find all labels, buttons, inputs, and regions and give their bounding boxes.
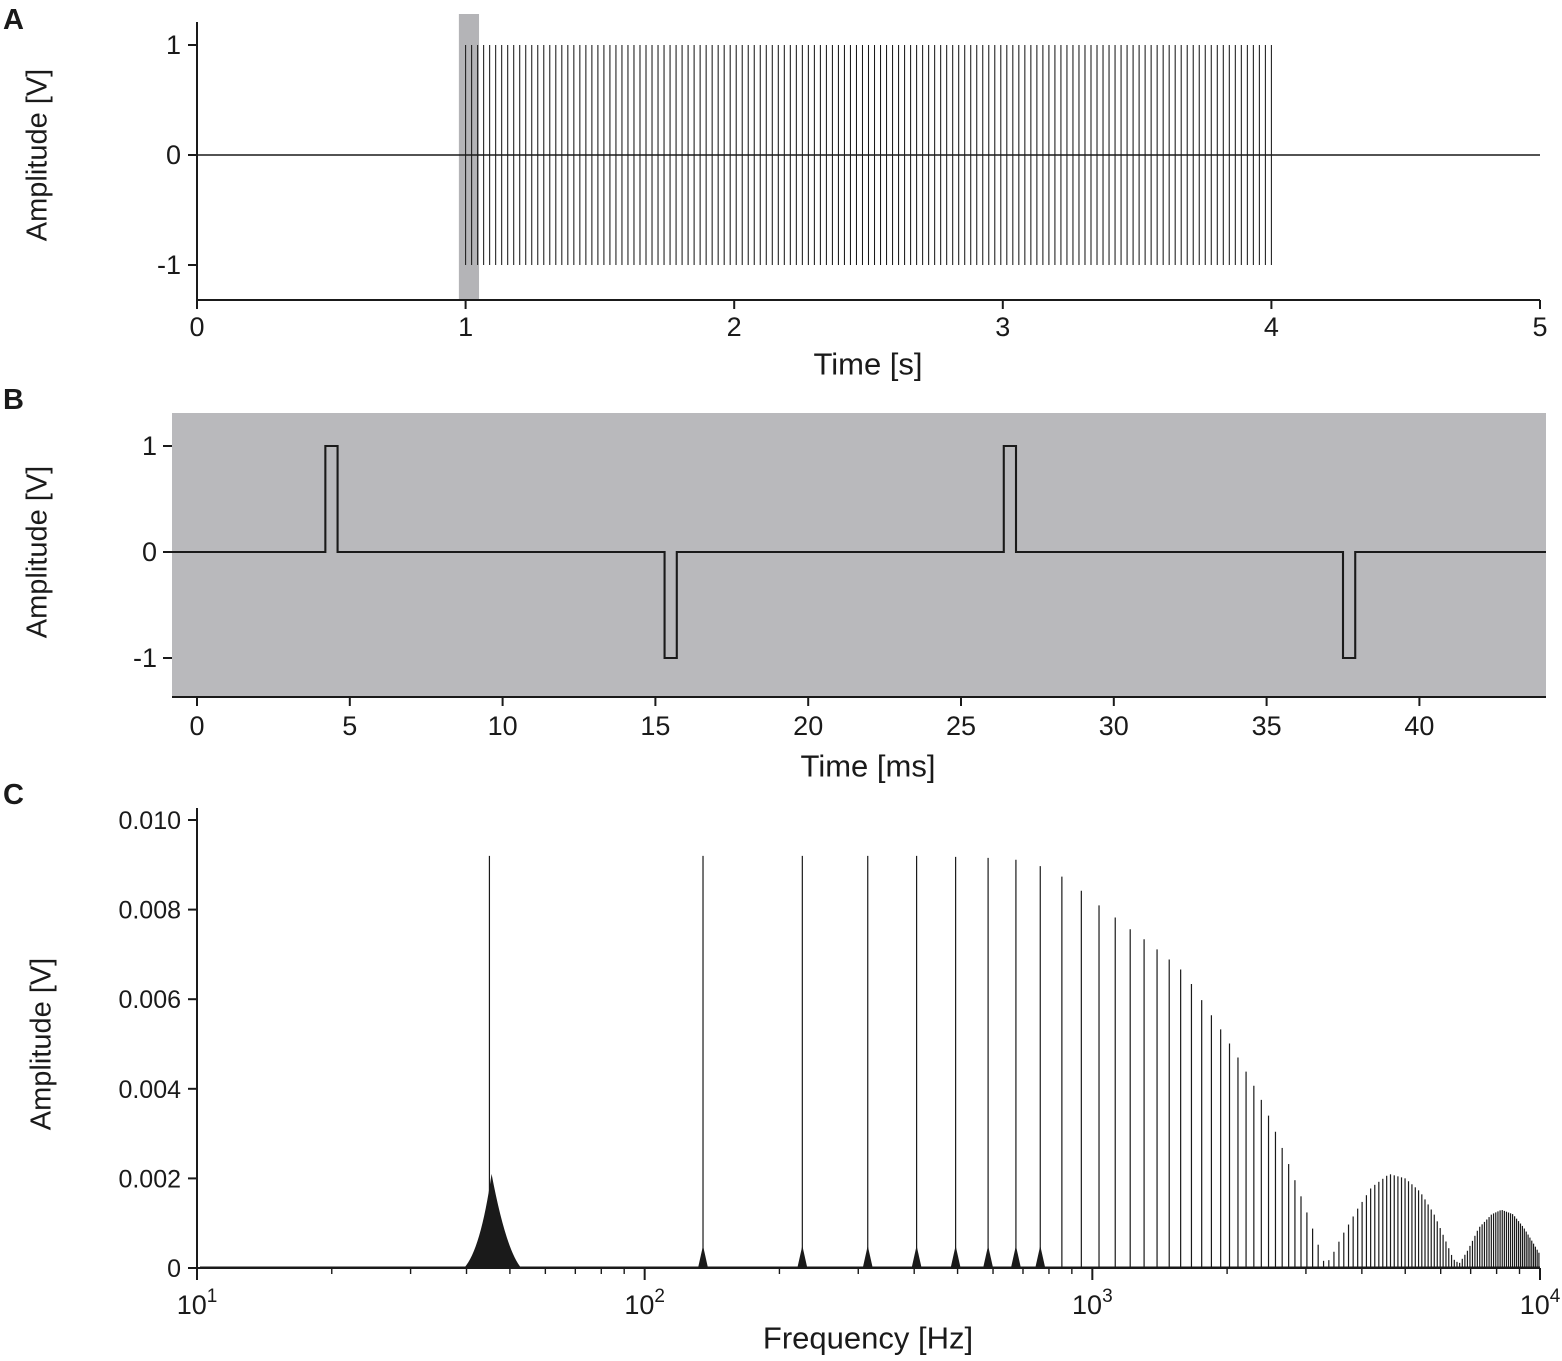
panel-a-highlight-band <box>458 14 480 300</box>
fundamental-skirt <box>464 1173 522 1268</box>
peak-base <box>862 1245 873 1268</box>
y-tick-label: 0 <box>142 537 157 567</box>
peak-base <box>950 1245 961 1268</box>
peak-base <box>698 1245 709 1268</box>
panel-c-letter: C <box>3 779 24 811</box>
x-tick-label: 101 <box>177 1286 218 1320</box>
peak-base <box>797 1245 808 1268</box>
peak-base <box>1010 1245 1021 1268</box>
panel-c-y-axis-title: Amplitude [V] <box>25 957 58 1131</box>
y-tick-label: -1 <box>133 643 157 673</box>
y-tick-label: 1 <box>142 431 157 461</box>
panel-c: 101 102 103 104 0 0.002 0.004 0.006 0.008 0.010 <box>118 807 1560 1320</box>
y-tick-label: -1 <box>157 250 181 280</box>
panel-b-background <box>172 413 1546 697</box>
x-tick-label: 0 <box>189 711 204 741</box>
y-tick-label: 0.002 <box>118 1165 181 1193</box>
panel-a-y-axis-title: Amplitude [V] <box>21 68 54 242</box>
x-tick-label: 20 <box>793 711 823 741</box>
x-tick-label: 30 <box>1099 711 1129 741</box>
y-tick-label: 0 <box>166 140 181 170</box>
x-tick-label: 2 <box>727 312 742 342</box>
panel-a-x-axis-title: Time [s] <box>813 346 923 382</box>
peak-base <box>983 1245 994 1268</box>
panel-b-signal <box>172 444 1546 660</box>
peak-base <box>911 1245 922 1268</box>
x-tick-label: 102 <box>624 1286 665 1320</box>
panel-c-x-axis-title: Frequency [Hz] <box>762 1320 974 1356</box>
x-tick-label: 3 <box>995 312 1010 342</box>
y-tick-label: 0 <box>167 1255 181 1283</box>
panel-b-y-axis-title: Amplitude [V] <box>21 465 54 639</box>
panel-b-letter: B <box>3 384 24 416</box>
panel-c-spectrum <box>488 855 1540 1267</box>
x-tick-label: 40 <box>1404 711 1434 741</box>
y-tick-label: 1 <box>166 30 181 60</box>
x-tick-label: 35 <box>1252 711 1282 741</box>
panel-a: 0 1 2 3 4 5 1 0 -1 <box>157 14 1548 342</box>
panel-b-x-axis-title: Time [ms] <box>800 748 936 784</box>
y-tick-label: 0.006 <box>118 986 181 1014</box>
x-tick-label: 10 <box>488 711 518 741</box>
panel-a-pulse-train <box>465 45 1272 265</box>
x-tick-label: 0 <box>189 312 204 342</box>
x-tick-label: 1 <box>458 312 473 342</box>
panel-a-letter: A <box>3 4 24 36</box>
y-tick-label: 0.010 <box>118 807 181 835</box>
y-tick-label: 0.008 <box>118 897 181 925</box>
x-tick-label: 25 <box>946 711 976 741</box>
x-tick-label: 15 <box>640 711 670 741</box>
peak-base <box>1035 1245 1046 1268</box>
x-tick-label: 5 <box>1532 312 1547 342</box>
x-tick-label: 103 <box>1072 1286 1113 1320</box>
x-tick-label: 4 <box>1264 312 1279 342</box>
y-tick-label: 0.004 <box>118 1076 181 1104</box>
x-tick-label: 5 <box>342 711 357 741</box>
x-tick-label: 104 <box>1520 1286 1561 1320</box>
